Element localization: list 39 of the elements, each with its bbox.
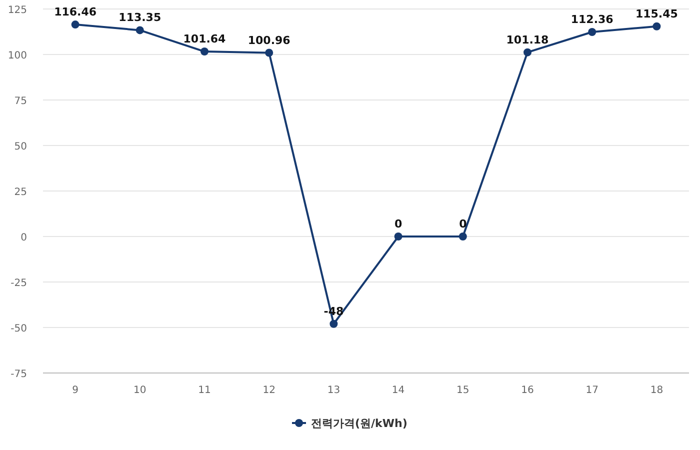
point (136, 26, 144, 34)
data-label: 116.46 (54, 6, 97, 19)
point (200, 48, 208, 56)
y-tick-label: -25 (10, 278, 27, 289)
y-tick-label: -75 (10, 369, 27, 380)
x-tick-label: 17 (586, 385, 598, 396)
data-label: 115.45 (635, 7, 678, 20)
x-tick-label: 9 (72, 385, 78, 396)
data-label: 0 (394, 218, 402, 230)
y-tick-label: -50 (10, 324, 27, 334)
x-tick-label: 15 (456, 385, 470, 396)
y-tick-label: 0 (20, 232, 27, 244)
x-tick-label: 16 (521, 385, 534, 396)
legend-label: 전력가격(원/kWh) (311, 417, 408, 430)
point (394, 232, 402, 240)
x-tick-label: 11 (198, 385, 211, 396)
point (71, 20, 80, 29)
point (588, 28, 596, 36)
y-tick-label: 75 (14, 96, 27, 107)
x-tick-label: 18 (650, 385, 664, 396)
y-tick-label: 125 (8, 5, 27, 16)
data-label: 0 (459, 218, 468, 230)
x-tick-label: 10 (134, 385, 146, 396)
data-label: 101.18 (506, 33, 549, 46)
point (330, 320, 338, 328)
y-tick-label: 100 (8, 50, 27, 62)
data-label: 112.36 (570, 13, 614, 26)
point (524, 48, 532, 56)
point (458, 232, 467, 240)
point (652, 22, 661, 30)
x-tick-label: 14 (392, 385, 405, 396)
data-label: 113.35 (118, 11, 162, 24)
x-tick-label: 12 (262, 385, 276, 396)
point (265, 48, 274, 57)
data-label: 101.64 (183, 32, 226, 46)
y-tick-label: 25 (14, 187, 27, 198)
x-tick-label: 13 (327, 385, 340, 396)
data-label: 100.96 (248, 34, 291, 47)
y-tick-label: 50 (14, 142, 27, 152)
